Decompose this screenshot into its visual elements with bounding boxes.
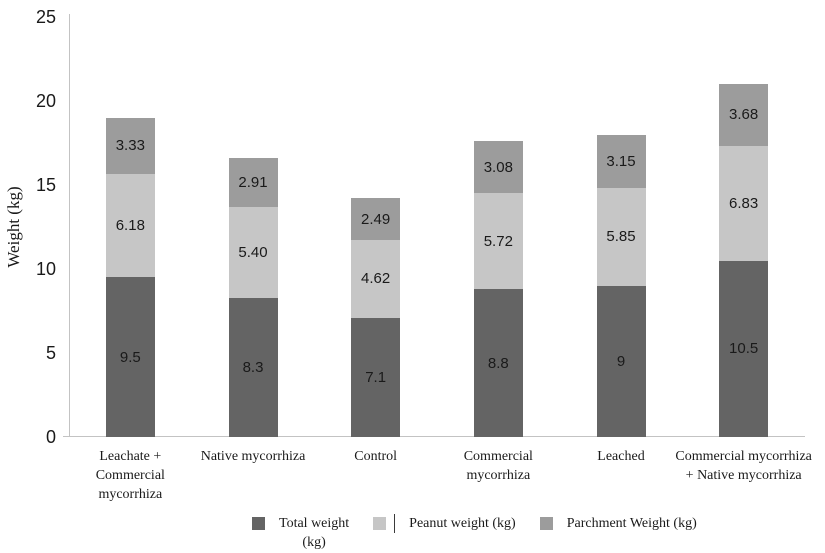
y-tick-label: 0 xyxy=(45,427,56,447)
y-tick-label: 10 xyxy=(35,259,56,279)
y-tick-label: 5 xyxy=(45,343,56,363)
bar-value-label: 5.72 xyxy=(483,232,513,250)
bar-segment-peanut-weight-kg-: 5.85 xyxy=(596,187,646,286)
bar-value-label: 2.49 xyxy=(361,210,391,228)
text-cursor-artifact xyxy=(394,514,396,533)
x-category-label: Leachate + Commercial mycorrhiza xyxy=(95,449,165,502)
legend-swatch-icon xyxy=(373,517,387,530)
x-category-label: Commercial mycorrhiza + Native mycorrhiz… xyxy=(675,449,812,483)
legend-swatch-icon xyxy=(252,517,265,530)
y-tick-label: 25 xyxy=(35,7,56,27)
x-category-label: Native mycorrhiza xyxy=(200,449,306,464)
bar-segment-parchment-weight-kg-: 2.91 xyxy=(228,157,278,207)
bar-value-label: 7.1 xyxy=(365,368,387,386)
bar-value-label: 8.3 xyxy=(242,358,264,376)
y-tick-label: 20 xyxy=(35,91,56,111)
bar-stack: 8.3 5.40 2.91 xyxy=(228,157,278,437)
x-axis-line xyxy=(63,436,805,437)
bar-segment-parchment-weight-kg-: 3.68 xyxy=(719,84,769,146)
bar-segment-total-weight-kg-: 7.1 xyxy=(351,317,401,437)
bar-value-label: 9.5 xyxy=(119,348,141,366)
legend-item: Total weight (kg) xyxy=(252,514,349,552)
legend-label: Total weight (kg) xyxy=(279,516,350,550)
y-axis-line xyxy=(69,14,70,437)
bar-value-label: 4.62 xyxy=(361,270,391,288)
legend: Total weight (kg) Peanut weight (kg) Parch… xyxy=(252,514,697,552)
y-tick-label: 15 xyxy=(35,175,56,195)
bar-value-label: 8.8 xyxy=(487,354,509,372)
bar-stack: 10.5 6.83 3.68 xyxy=(719,84,769,437)
legend-label: Peanut weight (kg) xyxy=(409,516,516,531)
legend-label: Parchment Weight (kg) xyxy=(566,516,697,531)
bar-segment-parchment-weight-kg-: 3.15 xyxy=(596,134,646,188)
bar-segment-total-weight-kg-: 8.3 xyxy=(228,297,278,437)
bar-segment-peanut-weight-kg-: 5.40 xyxy=(228,206,278,298)
bar-segment-total-weight-kg-: 9.5 xyxy=(105,277,155,437)
bar-segment-parchment-weight-kg-: 2.49 xyxy=(351,198,401,241)
bar-stack: 8.8 5.72 3.08 xyxy=(473,141,523,437)
x-category-label: Leached xyxy=(597,449,645,464)
bar-segment-total-weight-kg-: 8.8 xyxy=(473,289,523,437)
bar-segment-peanut-weight-kg-: 4.62 xyxy=(351,240,401,318)
bar-segment-peanut-weight-kg-: 6.83 xyxy=(719,145,769,261)
bar-value-label: 10.5 xyxy=(729,340,759,358)
bar-value-label: 3.08 xyxy=(483,158,513,176)
bar-segment-peanut-weight-kg-: 6.18 xyxy=(105,173,155,278)
legend-item: Peanut weight (kg) xyxy=(373,514,516,533)
bar-segment-total-weight-kg-: 9 xyxy=(596,285,646,437)
bar-segment-parchment-weight-kg-: 3.08 xyxy=(473,141,523,194)
bar-value-label: 3.68 xyxy=(729,106,759,124)
bar-segment-total-weight-kg-: 10.5 xyxy=(719,260,769,437)
x-category-label: Commercial mycorrhiza xyxy=(463,449,533,483)
x-category-label: Control xyxy=(354,449,398,464)
legend-item: Parchment Weight (kg) xyxy=(539,514,697,533)
bar-value-label: 6.18 xyxy=(115,217,145,234)
bar-stack: 7.1 4.62 2.49 xyxy=(351,198,401,437)
bar-value-label: 9 xyxy=(616,352,626,370)
bar-value-label: 3.15 xyxy=(606,152,636,170)
bar-stack: 9 5.85 3.15 xyxy=(596,134,646,437)
bar-value-label: 5.85 xyxy=(606,228,636,246)
bar-segment-parchment-weight-kg-: 3.33 xyxy=(105,117,155,174)
plot-area: 9.5 6.18 3.33 8.3 5.40 2.91 7.1 4.62 2.49 8.8 5.72… xyxy=(63,14,805,437)
bar-value-label: 3.33 xyxy=(115,137,145,155)
bar-value-label: 2.91 xyxy=(238,173,268,191)
bar-value-label: 5.40 xyxy=(238,243,268,261)
bar-segment-peanut-weight-kg-: 5.72 xyxy=(473,193,523,290)
bar-value-label: 6.83 xyxy=(729,194,759,212)
legend-swatch-icon xyxy=(539,517,553,530)
bar-stack: 9.5 6.18 3.33 xyxy=(105,117,155,437)
